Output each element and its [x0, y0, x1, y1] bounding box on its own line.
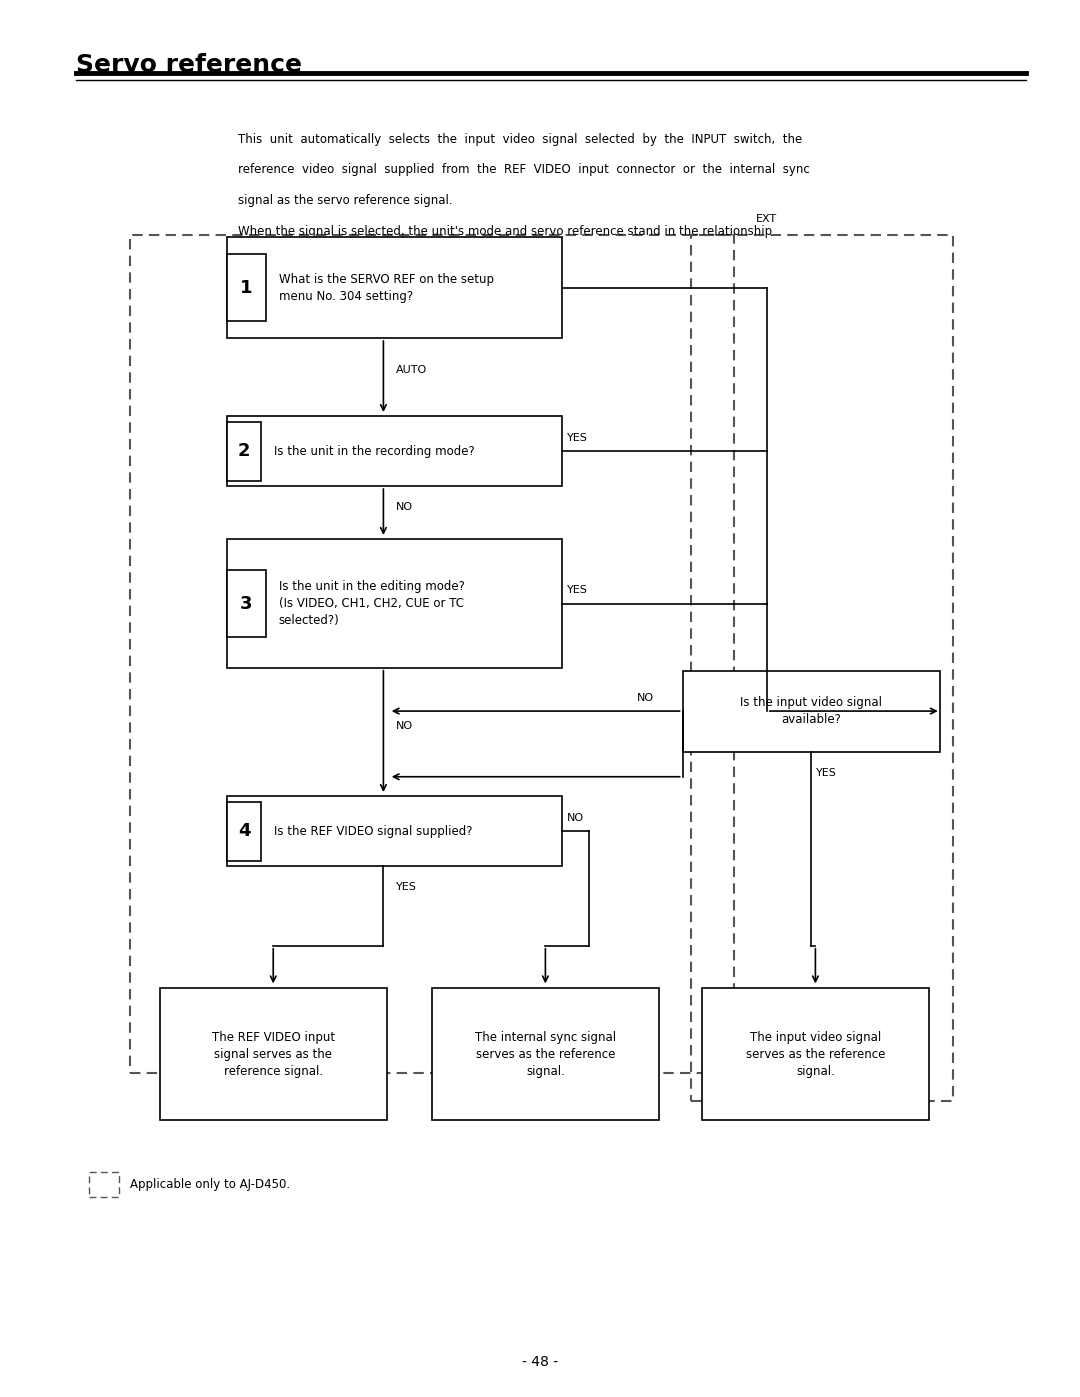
Text: 1: 1 — [240, 279, 253, 296]
Bar — [227, 237, 562, 338]
Bar — [227, 570, 266, 637]
Text: EXT: EXT — [756, 214, 778, 224]
Text: When the signal is selected, the unit's mode and servo reference stand in the re: When the signal is selected, the unit's … — [238, 225, 772, 237]
Bar — [227, 416, 562, 486]
Text: - 48 -: - 48 - — [522, 1355, 558, 1369]
Text: Applicable only to AJ-D450.: Applicable only to AJ-D450. — [130, 1178, 289, 1192]
Text: The internal sync signal
serves as the reference
signal.: The internal sync signal serves as the r… — [475, 1031, 616, 1077]
Bar — [227, 802, 261, 861]
Text: Is the input video signal
available?: Is the input video signal available? — [740, 696, 882, 726]
Text: shown in the flowchart presented below.: shown in the flowchart presented below. — [238, 256, 477, 268]
Text: What is the SERVO REF on the setup
menu No. 304 setting?: What is the SERVO REF on the setup menu … — [279, 272, 494, 303]
Text: This  unit  automatically  selects  the  input  video  signal  selected  by  the: This unit automatically selects the inpu… — [238, 133, 801, 145]
Bar — [160, 988, 387, 1120]
Bar — [227, 254, 266, 321]
Text: YES: YES — [816, 767, 837, 778]
Bar — [227, 796, 562, 866]
Text: AUTO: AUTO — [396, 365, 428, 376]
Text: NO: NO — [396, 721, 414, 732]
Bar — [702, 988, 929, 1120]
Bar — [432, 988, 659, 1120]
Text: NO: NO — [637, 693, 654, 703]
Text: Is the unit in the recording mode?: Is the unit in the recording mode? — [274, 444, 475, 458]
Text: 4: 4 — [238, 823, 251, 840]
Bar — [227, 539, 562, 668]
Bar — [683, 671, 940, 752]
Text: 3: 3 — [240, 595, 253, 612]
Text: NO: NO — [396, 502, 414, 513]
Text: YES: YES — [396, 882, 417, 893]
Text: The REF VIDEO input
signal serves as the
reference signal.: The REF VIDEO input signal serves as the… — [212, 1031, 335, 1077]
Text: signal as the servo reference signal.: signal as the servo reference signal. — [238, 194, 453, 207]
Text: The input video signal
serves as the reference
signal.: The input video signal serves as the ref… — [745, 1031, 886, 1077]
Bar — [227, 422, 261, 481]
Text: NO: NO — [567, 813, 584, 823]
Text: reference  video  signal  supplied  from  the  REF  VIDEO  input  connector  or : reference video signal supplied from the… — [238, 163, 809, 176]
Text: Is the unit in the editing mode?
(Is VIDEO, CH1, CH2, CUE or TC
selected?): Is the unit in the editing mode? (Is VID… — [279, 580, 464, 627]
Text: YES: YES — [567, 585, 588, 595]
Text: Servo reference: Servo reference — [76, 53, 301, 77]
Text: YES: YES — [567, 433, 588, 443]
Text: 2: 2 — [238, 443, 251, 460]
Text: Is the REF VIDEO signal supplied?: Is the REF VIDEO signal supplied? — [274, 824, 473, 838]
